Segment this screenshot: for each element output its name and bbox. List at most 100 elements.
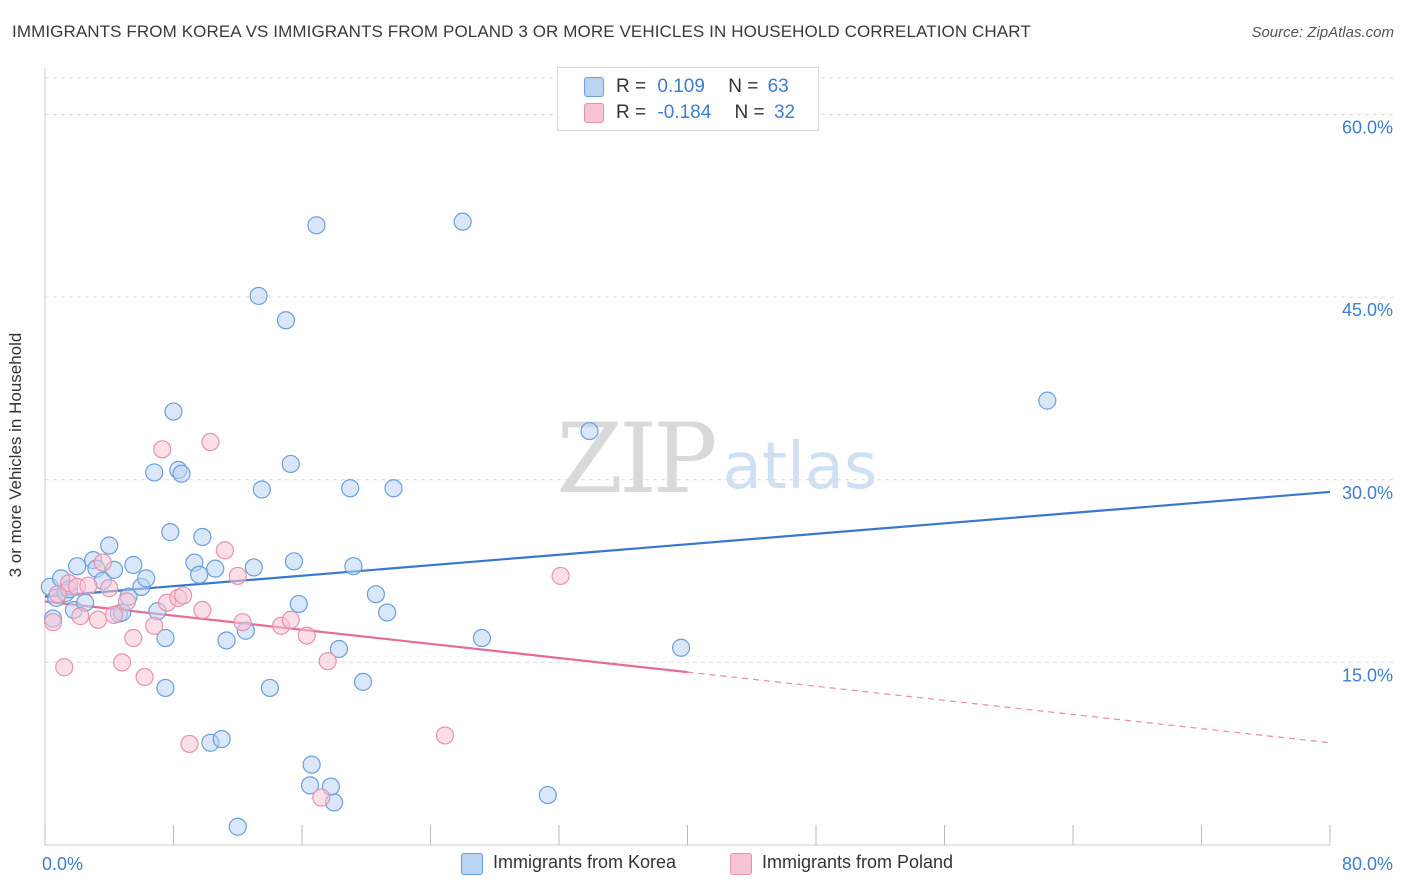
korea-trend-line <box>44 490 1331 598</box>
korea-point <box>300 776 320 795</box>
poland-point <box>135 667 154 687</box>
korea-point <box>344 557 363 576</box>
korea-point <box>453 212 472 231</box>
poland-point <box>88 610 108 629</box>
grid-lines <box>45 77 1395 663</box>
poland-point <box>104 605 124 625</box>
tick-labels: 15.0% 30.0% 45.0% 60.0% 0.0% 80.0% <box>42 118 1393 874</box>
x-tick-label: 0.0% <box>42 854 83 874</box>
korea-n-value: 63 <box>767 76 789 97</box>
data-points <box>40 212 1057 836</box>
poland-point <box>112 653 132 672</box>
poland-point <box>117 592 137 611</box>
poland-point <box>215 541 234 560</box>
korea-legend-label: Immigrants from Korea <box>493 852 677 872</box>
korea-point <box>212 729 231 749</box>
korea-point <box>190 565 209 584</box>
korea-legend-swatch <box>461 853 483 875</box>
korea-point <box>137 569 156 588</box>
poland-point <box>71 607 90 626</box>
poland-point <box>43 613 63 632</box>
korea-point <box>284 552 304 571</box>
korea-n-label: N = <box>728 76 759 97</box>
poland-n-value: 32 <box>773 102 796 123</box>
y-tick-label: 60.0% <box>1342 118 1393 138</box>
poland-point <box>145 616 164 635</box>
korea-point <box>307 216 326 235</box>
poland-point <box>435 726 455 745</box>
y-tick-label: 30.0% <box>1342 483 1393 503</box>
poland-point <box>100 579 119 598</box>
source-label: Source: ZipAtlas.com <box>1251 24 1394 41</box>
korea-point <box>580 421 599 441</box>
korea-point <box>671 638 691 657</box>
korea-point <box>249 286 268 306</box>
poland-point <box>174 586 193 605</box>
poland-point <box>297 626 316 645</box>
korea-r-label: R = <box>616 76 647 97</box>
korea-point <box>353 672 373 691</box>
poland-point <box>124 628 143 648</box>
korea-point <box>244 558 263 577</box>
korea-point <box>538 785 557 805</box>
poland-point <box>193 600 212 620</box>
korea-point <box>161 523 180 542</box>
poland-point <box>79 576 98 595</box>
poland-point <box>180 734 199 754</box>
korea-point <box>68 557 87 576</box>
korea-point <box>206 559 225 578</box>
korea-point <box>341 479 360 498</box>
poland-r-label: R = <box>616 102 647 123</box>
korea-point <box>276 311 296 330</box>
korea-point <box>217 631 236 650</box>
chart-title: IMMIGRANTS FROM KOREA VS IMMIGRANTS FROM… <box>12 22 1031 41</box>
korea-swatch <box>584 77 604 97</box>
axes <box>44 68 1331 846</box>
korea-point <box>156 678 175 698</box>
korea-point <box>366 585 385 604</box>
poland-stats-text: R = -0.184 N = 32 <box>616 102 795 124</box>
korea-point <box>172 464 191 483</box>
poland-point <box>228 566 247 586</box>
korea-point <box>156 628 175 648</box>
poland-r-value: -0.184 <box>657 102 712 123</box>
korea-point <box>124 555 143 575</box>
poland-n-label: N = <box>734 102 765 123</box>
y-tick-label: 45.0% <box>1342 300 1393 320</box>
stats-legend: R = 0.109 N = 63 R = -0.184 N = 32 <box>557 67 819 131</box>
korea-point <box>472 628 491 648</box>
korea-r-value: 0.109 <box>657 76 705 97</box>
korea-point <box>384 479 403 498</box>
x-tick-label: 80.0% <box>1342 854 1393 874</box>
korea-point <box>329 639 349 659</box>
korea-point <box>289 594 308 614</box>
korea-point <box>145 463 164 482</box>
poland-point <box>55 658 74 677</box>
korea-point <box>281 454 300 474</box>
korea-point <box>378 603 397 622</box>
poland-point <box>233 613 252 632</box>
korea-point <box>1038 391 1057 410</box>
poland-point <box>153 440 172 459</box>
poland-point <box>318 652 337 671</box>
poland-point <box>551 566 570 586</box>
korea-stats-text: R = 0.109 N = 63 <box>616 76 789 98</box>
korea-point <box>252 480 271 499</box>
poland-point <box>281 610 300 629</box>
korea-point <box>193 527 212 547</box>
korea-point <box>164 402 183 421</box>
watermark-atlas: atlas <box>723 430 878 504</box>
y-tick-label: 15.0% <box>1342 665 1393 685</box>
korea-point <box>100 536 119 555</box>
poland-legend-label: Immigrants from Poland <box>762 852 954 872</box>
korea-point <box>260 678 279 698</box>
poland-point <box>201 432 220 452</box>
watermark-zip: ZIP <box>556 403 715 515</box>
korea-point <box>228 817 247 836</box>
poland-point <box>93 553 112 572</box>
watermark: ZIP atlas <box>556 403 877 515</box>
poland-trend-extension <box>687 671 1331 744</box>
poland-legend-swatch <box>730 853 752 875</box>
korea-point <box>302 755 321 774</box>
